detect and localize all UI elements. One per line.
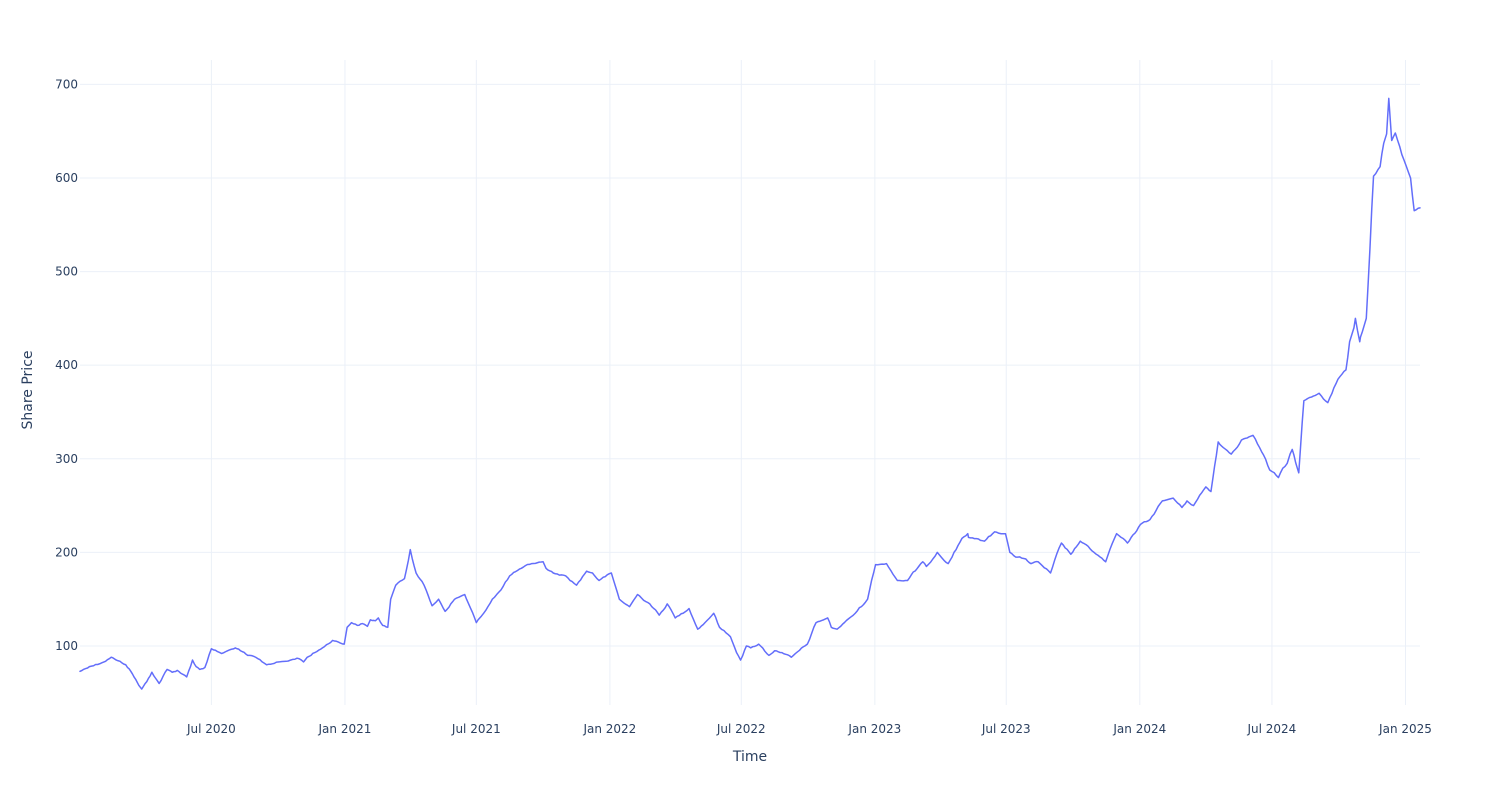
y-tick-label: 500	[55, 265, 78, 279]
share-price-line	[79, 97, 1421, 690]
y-gridlines	[80, 83, 1420, 647]
y-tick-label: 200	[55, 545, 78, 559]
x-gridlines	[210, 60, 1406, 705]
x-tick-label: Jul 2024	[1246, 722, 1296, 736]
x-tick-labels: Jul 2020 Jan 2021 Jul 2021 Jan 2022 Jul 2022…	[186, 722, 1432, 736]
x-tick-label: Jan 2024	[1112, 722, 1166, 736]
x-tick-label: Jul 2021	[451, 722, 501, 736]
x-axis-title: Time	[732, 749, 767, 765]
x-tick-label: Jul 2022	[716, 722, 766, 736]
x-tick-label: Jan 2023	[847, 722, 901, 736]
x-tick-label: Jul 2023	[981, 722, 1031, 736]
x-tick-label: Jul 2020	[186, 722, 236, 736]
y-tick-label: 300	[55, 452, 78, 466]
x-tick-label: Jan 2022	[582, 722, 636, 736]
y-tick-label: 100	[55, 639, 78, 653]
x-tick-label: Jan 2021	[318, 722, 372, 736]
x-tick-label: Jan 2025	[1378, 722, 1432, 736]
y-axis-title: Share Price	[20, 350, 36, 429]
y-tick-label: 700	[55, 77, 78, 91]
y-tick-label: 400	[55, 358, 78, 372]
y-tick-label: 600	[55, 171, 78, 185]
y-tick-labels: 100 200 300 400 500 600 700	[55, 77, 78, 653]
series-layer	[79, 97, 1421, 690]
